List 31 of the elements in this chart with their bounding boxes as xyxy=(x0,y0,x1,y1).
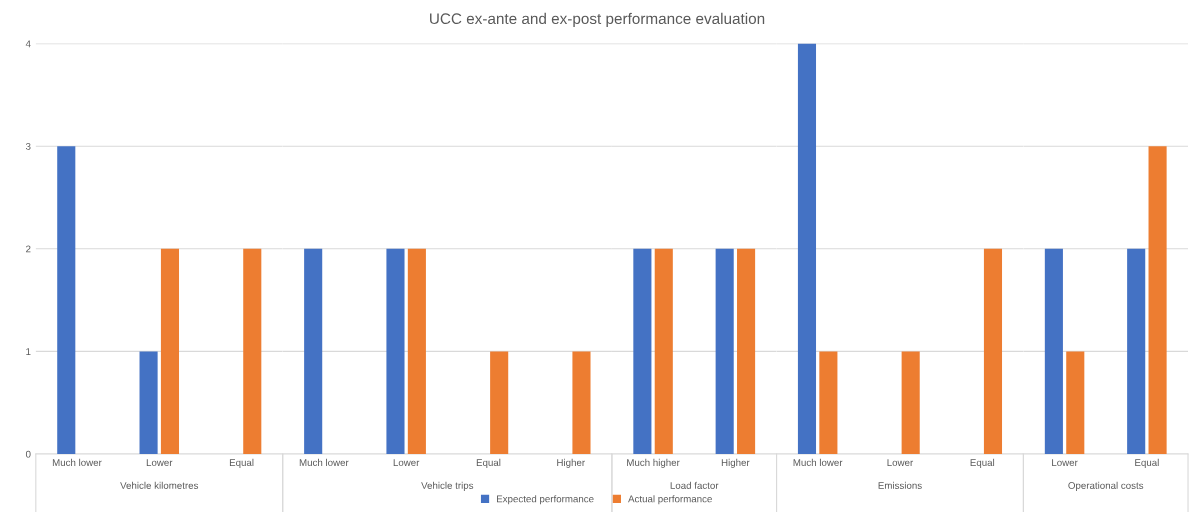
x-axis-title: Vehicle trips xyxy=(421,481,474,491)
x-tick-label: Lower xyxy=(887,459,914,467)
x-tick-label: Much lower xyxy=(299,458,349,467)
x-tick-label: Lower xyxy=(393,459,420,467)
y-tick-label: 3 xyxy=(25,142,31,150)
bar xyxy=(57,146,76,455)
bar xyxy=(139,351,158,455)
x-tick-label: Much higher xyxy=(627,458,680,468)
y-tick-label: 0 xyxy=(25,450,31,458)
x-tick-label: Equal xyxy=(229,458,254,468)
x-tick-label: Equal xyxy=(970,458,995,468)
x-tick-label: Much lower xyxy=(52,458,102,467)
x-tick-label: Equal xyxy=(1135,458,1159,468)
y-tick-label: 2 xyxy=(26,245,31,253)
legend-label: Actual performance xyxy=(628,495,712,505)
x-tick-label: Lower xyxy=(146,459,173,467)
x-axis-title: Operational costs xyxy=(1068,481,1144,491)
x-tick-label: Higher xyxy=(721,458,750,468)
x-tick-label: Much lower xyxy=(793,458,843,467)
bar xyxy=(243,248,262,455)
y-tick-label: 4 xyxy=(25,40,31,48)
x-axis-title: Vehicle kilometres xyxy=(120,481,199,489)
x-axis-title: Emissions xyxy=(878,481,922,489)
x-tick-label: Higher xyxy=(557,458,585,468)
chart-title: UCC ex-ante and ex-post performance evaluation xyxy=(430,12,765,28)
x-axis-title: Load factor xyxy=(670,481,719,489)
bar xyxy=(160,248,180,455)
y-tick-label: 1 xyxy=(26,348,31,355)
x-tick-label: Equal xyxy=(476,458,501,468)
legend-label: Expected performance xyxy=(497,495,594,505)
x-tick-label: Lower xyxy=(1052,459,1078,467)
